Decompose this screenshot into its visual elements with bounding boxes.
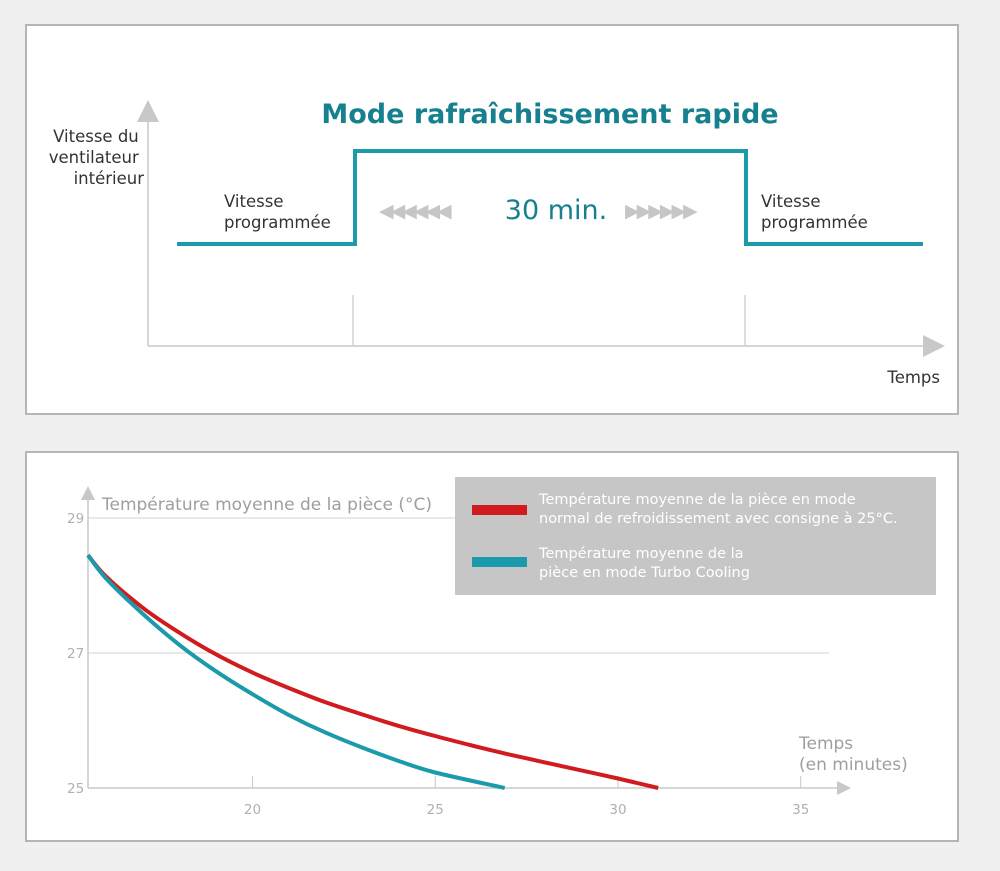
- x-tick-label: 20: [244, 802, 261, 818]
- y-tick-label: 25: [67, 781, 84, 797]
- right-arrows-icon: ▶▶▶▶▶▶: [625, 200, 698, 222]
- legend-label-turbo: Température moyenne de la pièce en mode …: [538, 546, 750, 581]
- x-tick-label: 25: [427, 802, 444, 818]
- y-tick-label: 27: [67, 646, 84, 662]
- legend-background: [455, 477, 936, 595]
- fan-speed-profile-line: [177, 149, 923, 246]
- legend-swatch-turbo: [472, 557, 527, 567]
- series-line-normal: [86, 553, 659, 790]
- legend: Température moyenne de la pièce en mode …: [455, 477, 936, 595]
- duration-label: 30 min.: [505, 195, 607, 226]
- x-axis-arrow-icon: [837, 781, 851, 795]
- left-speed-label: Vitesse programmée: [224, 192, 331, 232]
- left-arrows-icon: ◀◀◀◀◀◀: [379, 200, 452, 222]
- x-tick-label: 35: [792, 802, 809, 818]
- top-title: Mode rafraîchissement rapide: [321, 99, 778, 130]
- temperature-chart: 25 27 29 20 25 30 35 Température moyenne de la…: [67, 477, 936, 818]
- chart-y-label: Température moyenne de la pièce (°C): [101, 495, 432, 515]
- temperature-chart-panel: 25 27 29 20 25 30 35 Température moyenne de la…: [25, 451, 959, 842]
- y-axis-label: Vitesse du ventilateur intérieur: [49, 127, 144, 188]
- y-axis-arrow-icon: [81, 486, 95, 500]
- right-speed-label: Vitesse programmée: [761, 192, 868, 232]
- chart-x-label: Temps (en minutes): [798, 734, 908, 775]
- fan-speed-diagram: Mode rafraîchissement rapide Vitesse du …: [49, 99, 945, 387]
- fan-speed-panel: Mode rafraîchissement rapide Vitesse du …: [25, 24, 959, 415]
- series-line-turbo: [86, 553, 506, 790]
- x-tick-label: 30: [609, 802, 626, 818]
- legend-swatch-normal: [472, 505, 527, 515]
- legend-label-normal: Température moyenne de la pièce en mode …: [538, 492, 898, 527]
- y-tick-label: 29: [67, 511, 84, 527]
- x-axis-arrow-icon: [923, 335, 945, 357]
- y-axis-arrow-icon: [137, 100, 159, 122]
- x-axis-label: Temps: [886, 368, 940, 387]
